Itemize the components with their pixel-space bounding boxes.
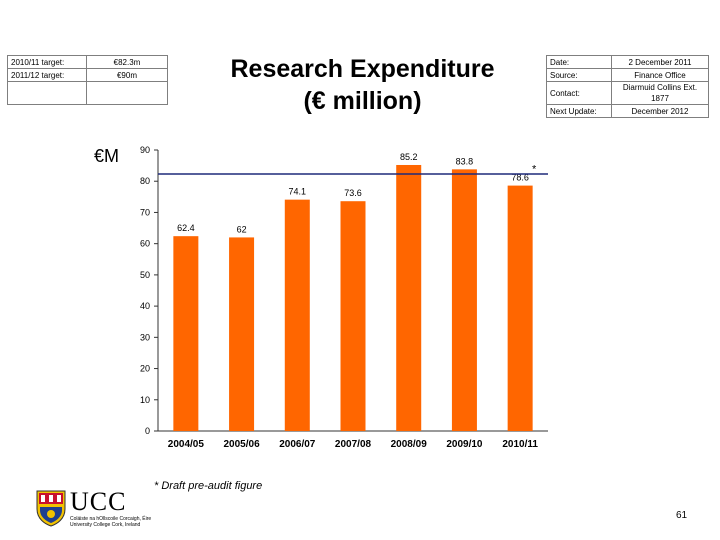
y-tick-label: 10 — [140, 395, 150, 405]
data-label: 62 — [237, 224, 247, 234]
target-row-2010-11: 2010/11 target: €82.3m — [7, 55, 168, 69]
y-tick-label: 80 — [140, 176, 150, 186]
logo-subtitle-line-2: University College Cork, Ireland — [70, 522, 141, 528]
y-tick-label: 70 — [140, 207, 150, 217]
page-number: 61 — [676, 510, 688, 521]
title-line-2: (€ million) — [303, 87, 422, 115]
ucc-logo: UCC Coláiste na hOllscoile Corcaigh, Éir… — [36, 489, 156, 531]
bar — [507, 185, 533, 431]
x-tick-label: 2007/08 — [335, 439, 372, 450]
meta-row-next-update: Next Update: December 2012 — [546, 104, 709, 118]
meta-table: Date: 2 December 2011 Source: Finance Of… — [546, 55, 709, 118]
y-tick-label: 90 — [140, 145, 150, 155]
bar — [396, 164, 422, 431]
y-tick-label: 20 — [140, 364, 150, 374]
bar — [229, 237, 255, 431]
y-axis-unit-label: €M — [94, 146, 120, 166]
x-tick-label: 2008/09 — [391, 439, 428, 450]
logo-subtitle: Coláiste na hOllscoile Corcaigh, Éire Un… — [70, 516, 151, 528]
data-label: 74.1 — [289, 187, 307, 197]
x-tick-label: 2005/06 — [223, 439, 260, 450]
x-tick-label: 2010/11 — [502, 439, 538, 450]
data-label: 62.4 — [177, 223, 195, 233]
title-line-1: Research Expenditure — [230, 55, 495, 83]
bar — [340, 201, 366, 431]
empty-cell — [86, 81, 168, 105]
y-tick-label: 60 — [140, 239, 150, 249]
x-tick-label: 2004/05 — [168, 439, 205, 450]
data-label: 83.8 — [456, 156, 474, 166]
data-label: 78.6 — [511, 173, 529, 183]
next-update-label: Next Update: — [546, 104, 612, 118]
data-label: 85.2 — [400, 152, 418, 162]
y-tick-label: 50 — [140, 270, 150, 280]
data-label-mark: * — [532, 164, 537, 176]
ucc-crest-icon — [36, 490, 66, 527]
next-update-value: December 2012 — [611, 104, 709, 118]
y-tick-label: 0 — [145, 426, 150, 436]
contact-label: Contact: — [546, 81, 612, 105]
x-tick-label: 2009/10 — [446, 439, 483, 450]
bar — [284, 199, 310, 431]
target-row-empty — [7, 81, 168, 105]
footnote: * Draft pre-audit figure — [154, 480, 263, 492]
logo-name: UCC — [70, 487, 127, 516]
page-title: Research Expenditure (€ million) — [200, 53, 525, 117]
logo-subtitle-line-1: Coláiste na hOllscoile Corcaigh, Éire — [70, 516, 152, 522]
bar — [451, 169, 477, 431]
y-tick-label: 40 — [140, 301, 150, 311]
y-tick-label: 30 — [140, 332, 150, 342]
bar — [173, 236, 199, 431]
target-row-2011-12: 2011/12 target: €90m — [7, 68, 168, 82]
data-label: 73.6 — [344, 188, 362, 198]
targets-table: 2010/11 target: €82.3m 2011/12 target: €… — [7, 55, 168, 105]
x-tick-label: 2006/07 — [279, 439, 316, 450]
